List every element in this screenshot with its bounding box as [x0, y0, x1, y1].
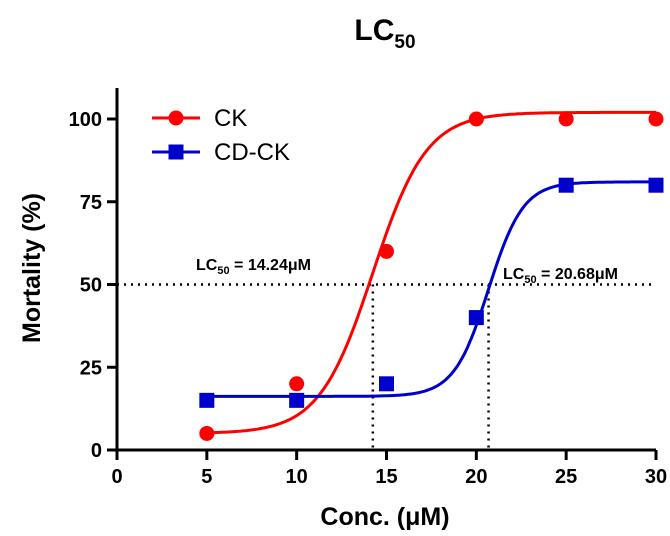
legend-marker: [168, 110, 184, 126]
y-tick-label: 100: [69, 109, 102, 131]
data-point-ck: [379, 243, 394, 259]
y-tick-label: 50: [80, 275, 102, 297]
x-tick-label: 5: [201, 466, 212, 488]
legend-label: CD-CK: [214, 139, 290, 166]
reference-lines: [117, 283, 656, 450]
data-point-cd-ck: [379, 376, 394, 392]
axis-ticks: 0 5 10 15 20 25 30 0 25 50 75 100: [69, 109, 668, 488]
x-tick-label: 15: [375, 466, 397, 488]
legend-label: CK: [214, 105, 247, 132]
legend: CK CD-CK: [152, 105, 290, 166]
y-axis-title: Mortality (%): [18, 193, 46, 343]
plot-area: 0 5 10 15 20 25 30 0 25 50 75 100: [69, 88, 668, 488]
x-tick-label: 0: [111, 466, 122, 488]
x-axis-title: Conc. (μM): [320, 503, 449, 531]
fit-curve-cd-ck: [206, 180, 656, 398]
data-point-cd-ck: [558, 177, 574, 193]
x-tick-label: 20: [465, 466, 487, 488]
fit-curve-ck: [206, 110, 656, 435]
data-point-cd-ck: [648, 177, 664, 193]
x-tick-label: 25: [555, 466, 577, 488]
y-tick-label: 25: [80, 357, 102, 379]
data-point-cd-ck: [468, 310, 484, 326]
data-point-ck: [558, 111, 574, 127]
lc50-label: LC50 = 14.24μM: [196, 257, 311, 277]
data-point-cd-ck: [289, 392, 305, 408]
y-tick-label: 0: [91, 440, 102, 462]
x-tick-label: 30: [645, 466, 667, 488]
data-markers: [199, 111, 664, 441]
data-point-ck: [199, 425, 215, 441]
data-point-cd-ck: [199, 392, 215, 408]
lc50-label: LC50 = 20.68μM: [503, 266, 618, 286]
data-point-ck: [648, 111, 664, 127]
legend-marker: [168, 144, 184, 160]
chart-title: LC50: [354, 14, 415, 53]
x-tick-label: 10: [286, 466, 308, 488]
lc50-annotations: LC50 = 14.24μM LC50 = 20.68μM: [196, 257, 618, 286]
data-point-ck: [468, 111, 484, 127]
y-tick-label: 75: [80, 192, 102, 214]
fit-curves: [206, 110, 656, 435]
data-point-ck: [289, 376, 305, 392]
